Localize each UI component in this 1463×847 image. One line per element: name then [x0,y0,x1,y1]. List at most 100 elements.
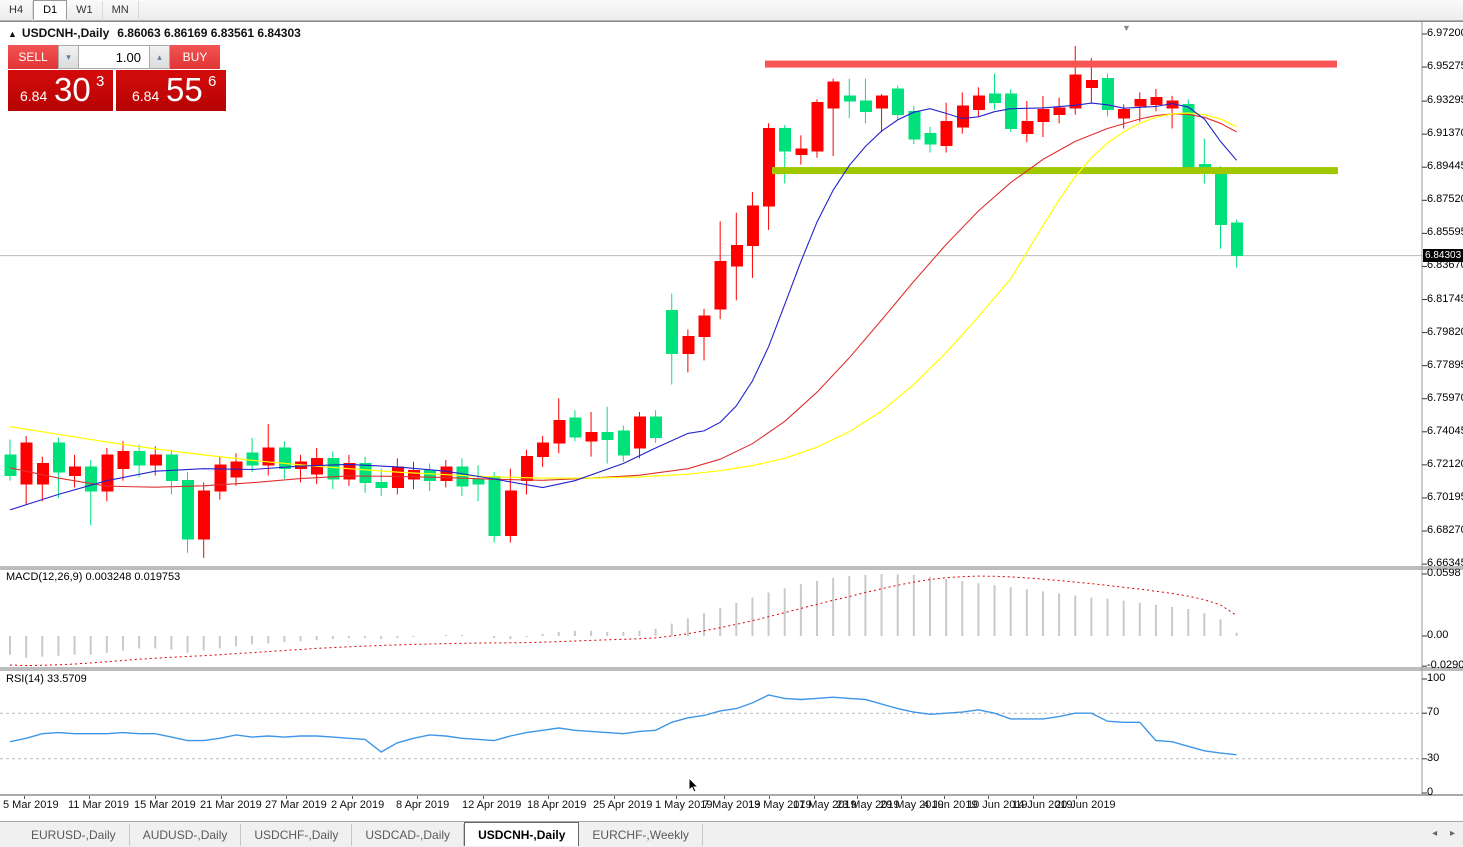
support-band[interactable] [772,167,1338,175]
price-axis-label: 6.85595 [1427,226,1463,239]
buy-price-box[interactable]: 6.84 55 6 [116,70,226,111]
one-click-trade-panel: SELL ▾ ▴ BUY 6.84 30 3 6.84 55 6 [8,45,226,111]
timeframe-button-h4[interactable]: H4 [0,1,34,21]
time-axis-tick [352,796,353,799]
chart-tab-eurusd[interactable]: EURUSD-,Daily [18,824,130,846]
time-axis-tick [901,796,902,799]
candle-body [924,133,937,145]
candle-body [682,335,695,355]
candle-body [908,110,921,140]
candle-body [456,466,469,487]
candle-body [327,457,340,480]
buy-button[interactable]: BUY [170,45,220,69]
time-axis-tick [857,796,858,799]
time-axis-tick [814,796,815,799]
candle-body [424,469,437,482]
price-axis-label: 6.79820 [1427,325,1463,338]
date-label: 20 Jun 2019 [1055,799,1116,811]
timeframe-button-w1[interactable]: W1 [67,1,103,21]
timeframe-button-d1[interactable]: D1 [33,0,68,20]
candle-body [262,447,275,466]
candle-body [714,261,727,310]
sell-price-sup: 3 [96,73,105,90]
time-axis-tick [89,796,90,799]
candle-body [827,81,840,109]
candle-body [1053,107,1066,116]
time-axis-tick [944,796,945,799]
candle-body [650,416,663,439]
volume-increase-button[interactable]: ▴ [149,45,170,69]
time-axis-tick [724,796,725,799]
time-axis-tick [1033,796,1034,799]
date-label: 7 May 2019 [703,799,761,811]
date-label: 10 Jun 2019 [967,799,1028,811]
candle-body [4,454,17,477]
symbol-period-label: USDCNH-,Daily [21,26,110,40]
chart-window[interactable]: ▲ USDCNH-,Daily 6.86063 6.86169 6.83561 6.… [0,21,1463,798]
chart-shift-marker-icon[interactable]: ▼ [1122,23,1131,33]
candle-body [1005,93,1018,129]
time-axis-tick [221,796,222,799]
candle-body [246,452,259,466]
time-axis-tick [1076,796,1077,799]
chart-tab-eurchf[interactable]: EURCHF-,Weekly [579,824,703,846]
time-axis-tick [988,796,989,799]
date-label: 14 Jun 2019 [1012,799,1073,811]
tab-scroll-left-icon[interactable]: ◂ [1432,828,1438,839]
price-axis-label: 6.87520 [1427,193,1463,206]
timeframe-toolbar: H4 D1 W1 MN [0,0,1463,21]
date-label: 12 Apr 2019 [462,799,522,811]
candle-body [408,469,420,480]
candle-body [85,466,98,492]
candle-body [278,447,291,470]
ohlc-quotes: 6.86063 6.86169 6.83561 6.84303 [117,26,301,40]
date-label: 29 May 2019 [880,799,944,811]
chart-tab-usdcad[interactable]: USDCAD-,Daily [352,824,465,846]
macd-axis-label: -0.029049 [1427,659,1463,672]
candle-body [1021,121,1034,135]
date-label: 18 Apr 2019 [527,799,587,811]
rsi-axis-label: 30 [1427,751,1440,764]
chart-title: ▲ USDCNH-,Daily 6.86063 6.86169 6.83561 6.… [8,26,301,40]
chart-tab-usdcnh[interactable]: USDCNH-,Daily [464,822,580,846]
date-label: 17 May 2019 [793,799,857,811]
rsi-line [9,694,1237,756]
chart-tab-usdchf[interactable]: USDCHF-,Daily [241,824,353,846]
price-axis-label: 6.77895 [1427,358,1463,371]
candle-body [488,475,501,537]
sell-button[interactable]: SELL [8,45,58,69]
candle-body [504,490,517,537]
chart-tab-audusd[interactable]: AUDUSD-,Daily [130,824,242,846]
buy-price-small: 6.84 [132,88,160,104]
buy-price-sup: 6 [208,73,217,90]
sell-price-box[interactable]: 6.84 30 3 [8,70,113,111]
collapse-arrow-icon[interactable]: ▲ [8,29,17,39]
time-axis-tick [614,796,615,799]
resistance-band[interactable] [765,60,1337,68]
ma-mid-line [9,113,1237,488]
rsi-axis-label: 70 [1427,706,1440,719]
price-axis-label: 6.70195 [1427,490,1463,503]
date-label: 8 Apr 2019 [396,799,450,811]
price-axis-label: 6.72120 [1427,457,1463,470]
mouse-cursor-icon [688,778,700,793]
volume-decrease-button[interactable]: ▾ [58,45,79,69]
date-label: 25 Apr 2019 [593,799,653,811]
volume-input[interactable] [79,45,149,69]
tab-scroll-right-icon[interactable]: ▸ [1449,828,1455,839]
price-axis-label: 6.68270 [1427,524,1463,537]
price-axis-label: 6.95275 [1427,60,1463,73]
sell-price-big: 30 [54,71,91,108]
chart-canvas[interactable] [0,22,1463,797]
date-label: 4 Jun 2019 [923,799,978,811]
candle-body [1069,74,1082,109]
ma-fast-line [9,102,1238,511]
timeframe-button-mn[interactable]: MN [103,1,139,21]
candle-body [375,481,388,489]
price-axis-label: 6.81745 [1427,292,1463,305]
candle-body [795,148,808,155]
candle-body [585,432,598,442]
candle-body [972,95,985,111]
candle-body [989,93,1002,104]
candle-body [1037,109,1050,123]
